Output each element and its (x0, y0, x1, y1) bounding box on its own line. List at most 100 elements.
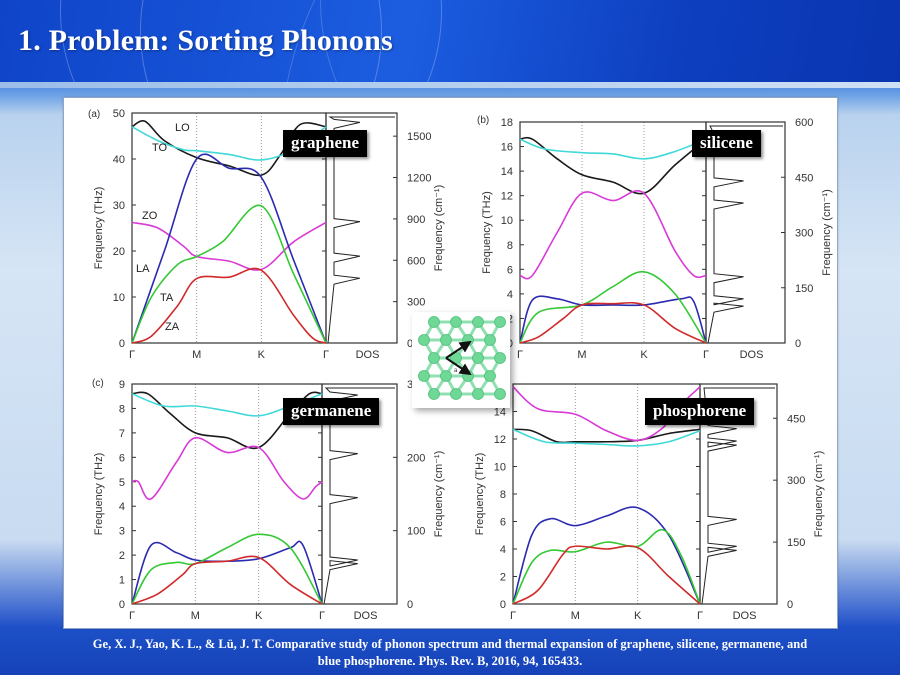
svg-text:(a): (a) (88, 109, 100, 120)
branch-ZO (131, 221, 327, 271)
svg-text:Frequency (cm⁻¹): Frequency (cm⁻¹) (433, 185, 445, 272)
svg-text:Frequency (cm⁻¹): Frequency (cm⁻¹) (433, 451, 445, 538)
svg-text:10: 10 (494, 462, 506, 474)
svg-text:12: 12 (494, 434, 506, 446)
branch-ZA (131, 267, 327, 344)
svg-text:16: 16 (501, 142, 513, 154)
svg-text:Frequency (THz): Frequency (THz) (93, 453, 105, 536)
svg-text:4: 4 (500, 544, 506, 556)
svg-text:DOS: DOS (733, 610, 757, 622)
honeycomb-lattice-icon: a (418, 316, 506, 400)
svg-text:8: 8 (119, 403, 125, 415)
branch-label-TO: TO (152, 142, 168, 154)
svg-text:1: 1 (119, 575, 125, 587)
branch-label-LO: LO (175, 122, 190, 134)
svg-text:M: M (191, 610, 200, 622)
svg-text:Γ: Γ (129, 349, 135, 361)
svg-text:(c): (c) (92, 378, 104, 389)
svg-text:0: 0 (407, 338, 413, 350)
svg-text:100: 100 (407, 526, 425, 538)
svg-text:7: 7 (119, 428, 125, 440)
svg-text:50: 50 (113, 108, 125, 120)
svg-text:0: 0 (119, 338, 125, 350)
material-label-graphene: graphene (283, 130, 367, 157)
branch-label-ZO: ZO (142, 210, 158, 222)
svg-text:Γ: Γ (697, 610, 703, 622)
svg-text:300: 300 (795, 228, 813, 240)
svg-text:K: K (258, 349, 266, 361)
header-band (0, 82, 900, 88)
branch-ZO (131, 436, 323, 501)
svg-text:Γ: Γ (703, 349, 709, 361)
material-label-germanene: germanene (283, 398, 380, 425)
svg-text:DOS: DOS (356, 349, 380, 361)
svg-text:Frequency (THz): Frequency (THz) (474, 453, 486, 536)
svg-text:900: 900 (407, 214, 425, 226)
svg-text:6: 6 (507, 264, 513, 276)
svg-text:Frequency (THz): Frequency (THz) (481, 191, 493, 274)
svg-text:Γ: Γ (517, 349, 523, 361)
svg-text:8: 8 (507, 240, 513, 252)
branch-ZA (131, 555, 323, 605)
svg-text:1500: 1500 (407, 131, 431, 143)
branch-LO (512, 428, 701, 444)
svg-text:K: K (640, 349, 648, 361)
svg-text:2: 2 (500, 572, 506, 584)
svg-text:4: 4 (507, 289, 513, 301)
material-label-silicene: silicene (692, 130, 761, 157)
branch-LO (131, 391, 323, 450)
branch-LA (519, 295, 707, 344)
chart-germanene: 01234567890100200300ΓMKΓDOSFrequency (TH… (92, 378, 445, 622)
svg-text:K: K (255, 610, 263, 622)
svg-text:DOS: DOS (740, 349, 764, 361)
svg-text:300: 300 (407, 297, 425, 309)
svg-text:600: 600 (795, 117, 813, 129)
svg-text:Frequency (THz): Frequency (THz) (93, 187, 105, 270)
svg-text:0: 0 (500, 599, 506, 611)
svg-text:Γ: Γ (129, 610, 135, 622)
material-label-phosphorene: phosphorene (645, 398, 755, 425)
citation-line-2: blue phosphorene. Phys. Rev. B, 2016, 94… (317, 654, 583, 668)
citation-line-1: Ge, X. J., Yao, K. L., & Lü, J. T. Compa… (92, 637, 808, 651)
citation: Ge, X. J., Yao, K. L., & Lü, J. T. Compa… (10, 636, 890, 670)
svg-text:150: 150 (795, 283, 813, 295)
svg-text:4: 4 (119, 501, 125, 513)
svg-text:5: 5 (119, 477, 125, 489)
svg-text:a: a (454, 368, 458, 374)
branch-ZA (519, 301, 707, 344)
branch-TA (512, 528, 701, 605)
branch-TA (131, 204, 327, 344)
branch-LO (519, 136, 707, 195)
svg-text:10: 10 (113, 292, 125, 304)
svg-text:Frequency (cm⁻¹): Frequency (cm⁻¹) (813, 451, 825, 538)
lattice-inset: a (412, 312, 510, 408)
branch-ZA (512, 545, 701, 605)
svg-text:(b): (b) (477, 115, 489, 126)
svg-text:Γ: Γ (323, 349, 329, 361)
branch-label-LA: LA (136, 263, 150, 275)
svg-text:M: M (577, 349, 586, 361)
slide-footer (0, 630, 900, 675)
slide-header (0, 0, 900, 88)
svg-text:30: 30 (113, 200, 125, 212)
svg-text:Frequency (cm⁻¹): Frequency (cm⁻¹) (821, 189, 833, 276)
svg-text:10: 10 (501, 215, 513, 227)
svg-text:6: 6 (119, 452, 125, 464)
svg-text:2: 2 (119, 550, 125, 562)
svg-text:12: 12 (501, 191, 513, 203)
svg-text:0: 0 (795, 338, 801, 350)
svg-text:M: M (571, 610, 580, 622)
svg-text:6: 6 (500, 517, 506, 529)
svg-text:Γ: Γ (319, 610, 325, 622)
chart-graphene: 0 10 20 30 40 50 0 300 600 900 1200 1500 Γ M K Γ DOS Freq… (88, 108, 445, 361)
svg-text:450: 450 (795, 172, 813, 184)
svg-text:1200: 1200 (407, 173, 431, 185)
svg-text:18: 18 (501, 117, 513, 129)
svg-text:0: 0 (787, 599, 793, 611)
slide-title: 1. Problem: Sorting Phonons (18, 24, 393, 57)
svg-text:600: 600 (407, 255, 425, 267)
svg-text:200: 200 (407, 452, 425, 464)
svg-text:3: 3 (119, 526, 125, 538)
svg-text:Γ: Γ (510, 610, 516, 622)
